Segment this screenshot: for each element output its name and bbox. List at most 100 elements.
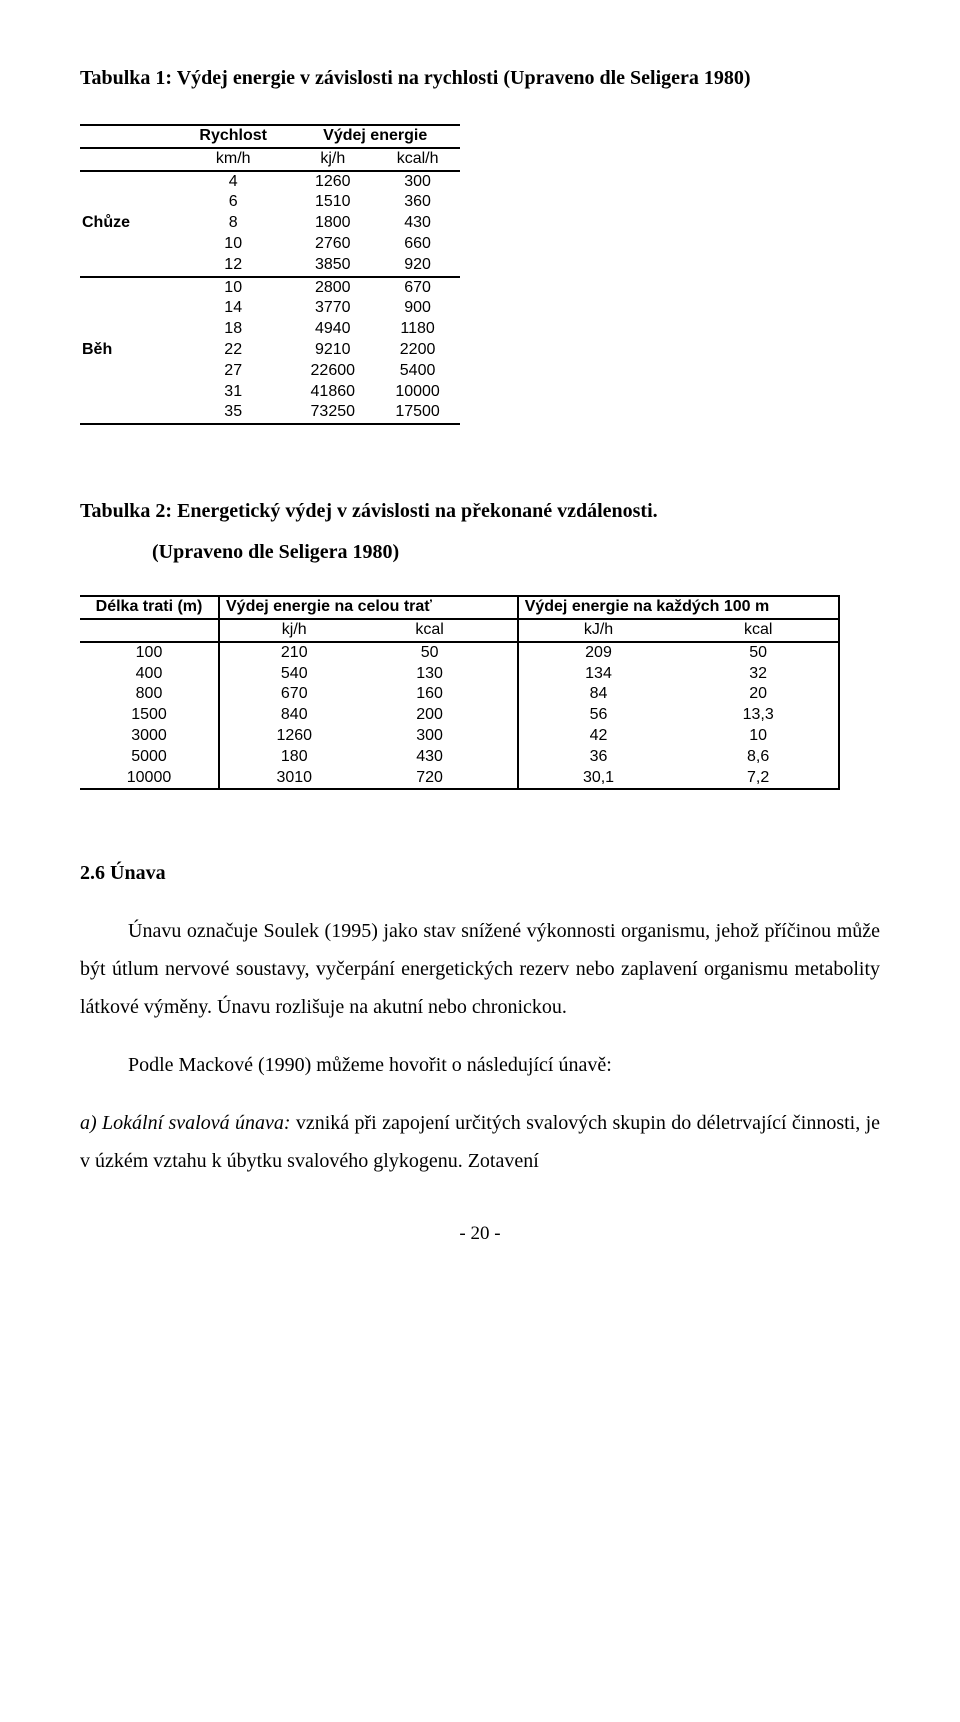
t2-cell: 180 bbox=[219, 747, 368, 768]
t1-cell: 31 bbox=[176, 382, 290, 403]
t1-group-label-empty bbox=[80, 402, 176, 423]
t1-cell: 3850 bbox=[290, 255, 375, 277]
t2-cell: 840 bbox=[219, 705, 368, 726]
t2-cell: 1500 bbox=[80, 705, 219, 726]
t2-h2-c5: kcal bbox=[678, 619, 839, 642]
t1-cell: 660 bbox=[375, 234, 460, 255]
t2-cell bbox=[491, 726, 518, 747]
t1-sh-blank bbox=[80, 148, 176, 171]
t1-group-label-empty bbox=[80, 382, 176, 403]
t1-group-label-empty bbox=[80, 255, 176, 277]
t2-cell: 32 bbox=[678, 664, 839, 685]
t2-cell: 210 bbox=[219, 642, 368, 664]
t2-cell: 42 bbox=[518, 726, 679, 747]
para2: Podle Mackové (1990) můžeme hovořit o ná… bbox=[80, 1046, 880, 1084]
t2-h2-c1: kj/h bbox=[219, 619, 368, 642]
t2-cell: 8,6 bbox=[678, 747, 839, 768]
t2-cell: 200 bbox=[368, 705, 490, 726]
t2-cell: 100 bbox=[80, 642, 219, 664]
t2-cell: 7,2 bbox=[678, 768, 839, 789]
t1-cell: 35 bbox=[176, 402, 290, 423]
t1-h-vydej: Výdej energie bbox=[290, 126, 460, 148]
para3-lead: a) Lokální svalová únava: bbox=[80, 1112, 290, 1134]
t2-cell: 13,3 bbox=[678, 705, 839, 726]
t1-sh-kcalh: kcal/h bbox=[375, 148, 460, 171]
t1-cell: 4 bbox=[176, 171, 290, 193]
t1-cell: 10 bbox=[176, 277, 290, 299]
t2-cell: 160 bbox=[368, 684, 490, 705]
t1-group-label-empty bbox=[80, 361, 176, 382]
t2-cell: 1260 bbox=[219, 726, 368, 747]
t1-group-label-empty bbox=[80, 171, 176, 193]
t2-h2-c2: kcal bbox=[368, 619, 490, 642]
t1-cell: 300 bbox=[375, 171, 460, 193]
t2-cell: 30,1 bbox=[518, 768, 679, 789]
t1-cell: 8 bbox=[176, 213, 290, 234]
t2-h2-c0 bbox=[80, 619, 219, 642]
t1-cell: 18 bbox=[176, 319, 290, 340]
t1-cell: 14 bbox=[176, 298, 290, 319]
t1-cell: 1180 bbox=[375, 319, 460, 340]
t1-cell: 10 bbox=[176, 234, 290, 255]
t1-h-rychlost: Rychlost bbox=[176, 126, 290, 148]
t2-cell: 3010 bbox=[219, 768, 368, 789]
t1-cell: 5400 bbox=[375, 361, 460, 382]
t1-cell: 1510 bbox=[290, 192, 375, 213]
t1-cell: 4940 bbox=[290, 319, 375, 340]
t1-cell: 10000 bbox=[375, 382, 460, 403]
t1-cell: 3770 bbox=[290, 298, 375, 319]
t1-cell: 22 bbox=[176, 340, 290, 361]
para3: a) Lokální svalová únava: vzniká při zap… bbox=[80, 1104, 880, 1180]
t1-cell: 22600 bbox=[290, 361, 375, 382]
section-heading: 2.6 Únava bbox=[80, 858, 880, 888]
t2-cell: 50 bbox=[368, 642, 490, 664]
t1-cell: 2800 bbox=[290, 277, 375, 299]
t2-cell: 209 bbox=[518, 642, 679, 664]
t1-group-label-empty bbox=[80, 319, 176, 340]
t1-sh-kmh: km/h bbox=[176, 148, 290, 171]
t1-group-label: Chůze bbox=[80, 213, 176, 234]
t1-cell: 41860 bbox=[290, 382, 375, 403]
t1-group-label-empty bbox=[80, 192, 176, 213]
t1-cell: 2760 bbox=[290, 234, 375, 255]
t2-cell bbox=[491, 768, 518, 789]
t2-cell: 10 bbox=[678, 726, 839, 747]
t1-cell: 9210 bbox=[290, 340, 375, 361]
table2-title-line1: Tabulka 2: Energetický výdej v závislost… bbox=[80, 493, 880, 529]
t1-group-label-empty bbox=[80, 298, 176, 319]
t1-cell: 73250 bbox=[290, 402, 375, 423]
t2-cell: 36 bbox=[518, 747, 679, 768]
t2-cell bbox=[491, 705, 518, 726]
t1-cell: 1260 bbox=[290, 171, 375, 193]
table2: Délka trati (m) Výdej energie na celou t… bbox=[80, 597, 840, 788]
page-number: - 20 - bbox=[80, 1220, 880, 1249]
t2-cell bbox=[491, 747, 518, 768]
t2-cell: 134 bbox=[518, 664, 679, 685]
t2-cell: 3000 bbox=[80, 726, 219, 747]
t2-cell: 540 bbox=[219, 664, 368, 685]
t1-cell: 1800 bbox=[290, 213, 375, 234]
t2-h2-gap bbox=[491, 619, 518, 642]
t2-cell bbox=[491, 684, 518, 705]
t2-cell: 400 bbox=[80, 664, 219, 685]
t1-cell: 17500 bbox=[375, 402, 460, 423]
table1: Rychlost Výdej energie km/h kj/h kcal/h … bbox=[80, 126, 460, 423]
t1-cell: 6 bbox=[176, 192, 290, 213]
table2-title-line2: (Upraveno dle Seligera 1980) bbox=[80, 537, 880, 567]
t1-cell: 900 bbox=[375, 298, 460, 319]
t2-h1-c1: Délka trati (m) bbox=[80, 597, 219, 619]
t1-group-label-empty bbox=[80, 277, 176, 299]
t1-sh-kjh: kj/h bbox=[290, 148, 375, 171]
t2-cell: 130 bbox=[368, 664, 490, 685]
t1-cell: 360 bbox=[375, 192, 460, 213]
t2-cell: 670 bbox=[219, 684, 368, 705]
t1-group-label: Běh bbox=[80, 340, 176, 361]
table1-title: Tabulka 1: Výdej energie v závislosti na… bbox=[80, 60, 880, 96]
t1-cell: 12 bbox=[176, 255, 290, 277]
t2-cell: 430 bbox=[368, 747, 490, 768]
t2-h2-c4: kJ/h bbox=[518, 619, 679, 642]
t1-cell: 670 bbox=[375, 277, 460, 299]
t2-cell: 10000 bbox=[80, 768, 219, 789]
t2-cell: 800 bbox=[80, 684, 219, 705]
t1-cell: 27 bbox=[176, 361, 290, 382]
